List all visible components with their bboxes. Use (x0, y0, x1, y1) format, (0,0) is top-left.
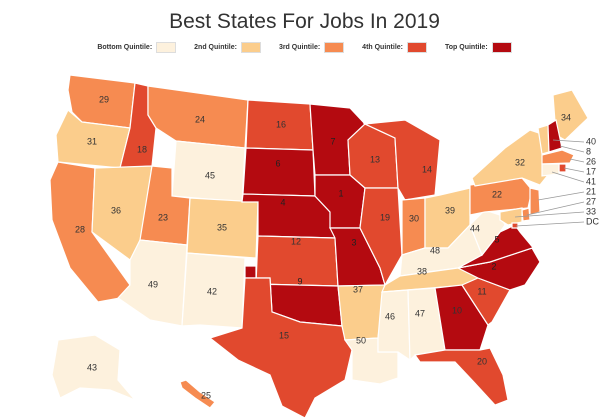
legend-label: 4th Quintile: (362, 44, 404, 51)
state-rank-sd: 6 (275, 158, 280, 168)
state-rank-wa: 29 (99, 94, 109, 104)
state-mi[interactable] (362, 119, 441, 201)
state-rank-md: 33 (586, 206, 596, 216)
state-rank-mi: 14 (422, 164, 432, 174)
state-ms[interactable] (377, 289, 411, 362)
state-rank-me: 34 (561, 112, 571, 122)
state-rank-la: 50 (356, 335, 366, 345)
state-rank-mn: 7 (330, 136, 335, 146)
state-ct[interactable] (541, 163, 560, 177)
map-title: Best States For Jobs In 2019 (169, 10, 440, 33)
state-rank-in: 30 (409, 213, 419, 223)
state-rank-nm: 42 (207, 286, 217, 296)
legend-swatch (240, 42, 261, 53)
state-rank-mt: 24 (195, 114, 205, 124)
legend-swatch (491, 42, 512, 53)
state-co[interactable] (186, 197, 259, 259)
state-rank-il: 19 (380, 212, 390, 222)
state-in[interactable] (401, 197, 426, 256)
state-rank-va: 5 (494, 234, 499, 244)
state-nj[interactable] (529, 187, 541, 216)
legend-swatch (407, 42, 428, 53)
state-hi[interactable] (179, 379, 216, 409)
state-rank-mo: 3 (351, 237, 356, 247)
state-rank-az: 49 (148, 279, 158, 289)
state-rank-ks: 12 (291, 236, 301, 246)
state-rank-al: 47 (415, 308, 425, 318)
state-rank-nc: 2 (491, 261, 496, 271)
state-ga[interactable] (434, 284, 489, 351)
legend-label: 3rd Quintile: (278, 44, 321, 51)
state-rank-ma: 26 (586, 156, 596, 166)
state-de[interactable] (521, 207, 531, 222)
state-rank-wy: 45 (205, 170, 215, 180)
state-dc[interactable] (511, 222, 519, 229)
state-rank-nd: 16 (276, 119, 286, 129)
state-rank-hi: 25 (201, 390, 211, 400)
legend-item-2nd: 2nd Quintile: (194, 42, 261, 53)
state-rank-pa: 22 (492, 189, 502, 199)
state-rank-ar: 37 (353, 284, 363, 294)
state-rank-tn: 38 (417, 266, 427, 276)
state-rank-sc: 11 (477, 286, 486, 296)
state-rank-nj: 21 (586, 186, 596, 196)
state-ak[interactable] (51, 334, 136, 401)
state-rank-ga: 10 (452, 305, 462, 315)
state-rank-vt: 40 (586, 136, 596, 146)
state-rank-nv: 36 (111, 205, 121, 215)
legend-item-bottom: Bottom Quintile: (97, 42, 177, 53)
state-rank-nh: 8 (586, 146, 591, 156)
state-rank-ok: 9 (297, 276, 302, 286)
state-rank-fl: 20 (477, 356, 487, 366)
state-rank-tx: 15 (279, 330, 289, 340)
state-rank-ky: 48 (430, 245, 440, 255)
state-rank-or: 31 (87, 136, 97, 146)
state-rank-ca: 28 (75, 224, 85, 234)
legend-label: Bottom Quintile: (97, 44, 153, 51)
state-fl[interactable] (413, 347, 509, 406)
state-rank-ne: 4 (280, 197, 285, 207)
state-rank-oh: 39 (445, 205, 455, 215)
legend-item-top: Top Quintile: (445, 42, 512, 53)
state-rank-id: 18 (137, 144, 147, 154)
state-tx[interactable] (208, 277, 353, 419)
state-rank-ms: 46 (385, 311, 395, 321)
state-sc[interactable] (461, 277, 511, 326)
state-ny[interactable] (471, 129, 549, 187)
state-rank-co: 35 (217, 222, 227, 232)
legend-item-3rd: 3rd Quintile: (278, 42, 345, 53)
legend-label: 2nd Quintile: (194, 44, 237, 51)
state-rank-ri: 17 (586, 166, 596, 176)
state-nm[interactable] (181, 252, 246, 329)
state-rank-ia: 1 (338, 188, 343, 198)
state-rank-dc: DC (586, 216, 599, 226)
state-nh[interactable] (547, 119, 563, 153)
state-sd[interactable] (242, 147, 316, 197)
legend-swatch (156, 42, 177, 53)
state-rank-ut: 23 (158, 212, 168, 222)
legend-swatch (324, 42, 345, 53)
state-rank-wi: 13 (370, 154, 380, 164)
state-rank-ak: 43 (87, 362, 97, 372)
state-rank-ny: 32 (515, 157, 525, 167)
legend: Bottom Quintile: 2nd Quintile: 3rd Quint… (0, 42, 609, 53)
state-rank-de: 27 (586, 196, 596, 206)
state-rank-wv: 44 (470, 223, 480, 233)
legend-item-4th: 4th Quintile: (362, 42, 428, 53)
state-ma[interactable] (541, 149, 575, 165)
legend-label: Top Quintile: (445, 44, 488, 51)
state-rank-ct: 41 (586, 176, 596, 186)
